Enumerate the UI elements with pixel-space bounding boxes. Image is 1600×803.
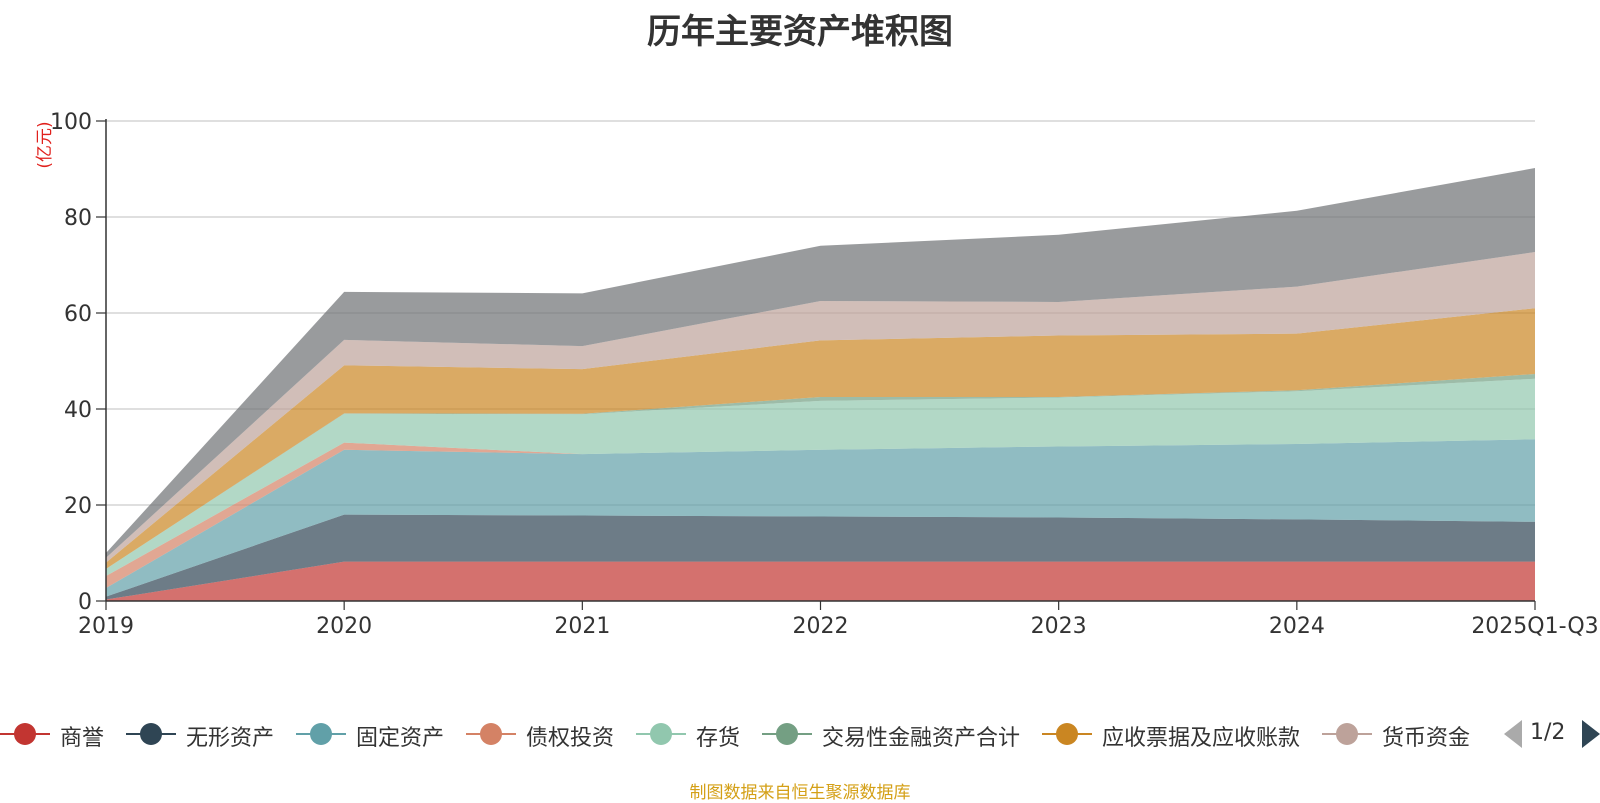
x-tick-label: 2020 <box>316 614 372 639</box>
legend-dot-icon <box>140 723 162 745</box>
area-series-0 <box>106 561 1535 601</box>
y-tick-label: 0 <box>78 590 92 615</box>
legend-item[interactable]: 固定资产 <box>296 714 444 754</box>
axis-layer: 0 20 40 60 80 100 2019 2020 2021 2022 2023 2024 2025… <box>50 110 1599 639</box>
legend-item[interactable]: 存货 <box>636 714 740 754</box>
x-tick-label: 2022 <box>793 614 849 639</box>
y-tick-label: 60 <box>64 302 92 327</box>
area-series-1 <box>106 514 1535 600</box>
legend-dot-icon <box>310 723 332 745</box>
legend-label: 应收票据及应收账款 <box>1102 726 1301 751</box>
legend-next-page-icon[interactable] <box>1582 720 1600 748</box>
y-tick-label: 100 <box>50 110 92 135</box>
legend-item[interactable]: 应收票据及应收账款 <box>1042 714 1300 754</box>
x-tick-label: 2019 <box>78 614 134 639</box>
legend-label: 货币资金 <box>1382 726 1471 751</box>
area-layer <box>106 168 1535 601</box>
legend: 商誉 无形资产 固定资产 债权投资 存货 交易性金融资产合计 应收票据及应收账款 货币资金 <box>0 714 1500 754</box>
legend-dot-icon <box>14 723 36 745</box>
legend-prev-page-icon[interactable] <box>1504 720 1522 748</box>
legend-label: 无形资产 <box>186 726 275 751</box>
legend-label: 交易性金融资产合计 <box>822 726 1021 751</box>
y-tick-label: 20 <box>64 494 92 519</box>
x-tick-label: 2023 <box>1031 614 1087 639</box>
chart-canvas: 0 20 40 60 80 100 2019 2020 2021 2022 2023 2024 2025… <box>35 110 1599 639</box>
legend-item[interactable]: 货币资金 <box>1322 714 1470 754</box>
legend-label: 债权投资 <box>526 726 615 751</box>
area-series-6 <box>106 308 1535 569</box>
chart-title: 历年主要资产堆积图 <box>647 12 953 52</box>
legend-item[interactable]: 交易性金融资产合计 <box>762 714 1020 754</box>
legend-page-indicator: 1/2 <box>1530 720 1566 745</box>
x-tick-label: 2025Q1-Q3 <box>1471 614 1598 639</box>
x-tick-label: 2021 <box>554 614 610 639</box>
legend-dot-icon <box>1056 723 1078 745</box>
source-note: 制图数据来自恒生聚源数据库 <box>689 783 911 803</box>
legend-pager: 1/2 <box>1500 714 1600 754</box>
legend-dot-icon <box>776 723 798 745</box>
legend-item[interactable]: 无形资产 <box>126 714 274 754</box>
x-tick-label: 2024 <box>1269 614 1325 639</box>
area-series-7 <box>106 252 1535 563</box>
legend-dot-icon <box>480 723 502 745</box>
legend-item[interactable]: 债权投资 <box>466 714 614 754</box>
legend-label: 固定资产 <box>356 726 445 751</box>
legend-label: 存货 <box>696 726 741 751</box>
legend-dot-icon <box>1336 723 1358 745</box>
legend-item[interactable]: 商誉 <box>0 714 104 754</box>
legend-dot-icon <box>650 723 672 745</box>
y-axis-unit-label: (亿元) <box>35 121 55 168</box>
area-series-2 <box>106 439 1535 597</box>
area-series-4 <box>106 378 1535 577</box>
y-tick-label: 40 <box>64 398 92 423</box>
area-series-8 <box>106 168 1535 558</box>
y-tick-label: 80 <box>64 206 92 231</box>
legend-label: 商誉 <box>60 726 105 751</box>
